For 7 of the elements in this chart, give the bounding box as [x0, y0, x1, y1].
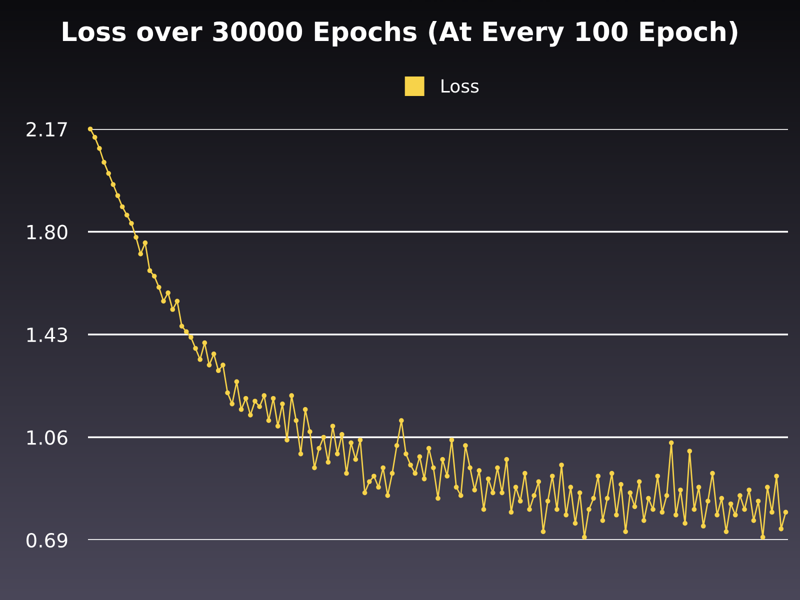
legend-label: Loss: [442, 79, 479, 93]
y-tick-label: 1.06: [27, 430, 68, 445]
y-tick-label: 0.69: [26, 532, 68, 548]
y-tick-label: 1.43: [27, 327, 67, 342]
y-tick-label: 2.17: [26, 122, 67, 136]
y-tick-label: 1.80: [27, 224, 68, 240]
chart-title: Loss over 30000 Epochs (At Every 100 Epoch): [62, 21, 738, 47]
